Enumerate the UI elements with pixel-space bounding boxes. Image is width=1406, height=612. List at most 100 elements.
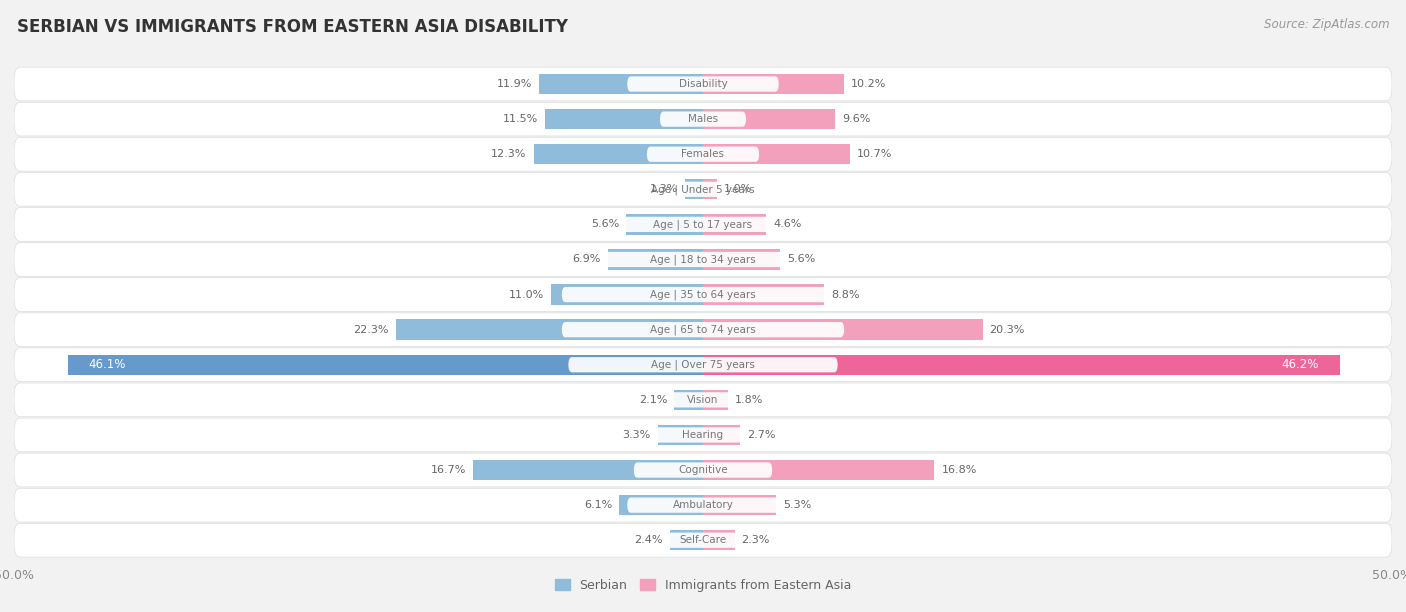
FancyBboxPatch shape [14, 383, 1392, 417]
Text: Age | 35 to 64 years: Age | 35 to 64 years [650, 289, 756, 300]
FancyBboxPatch shape [14, 313, 1392, 346]
FancyBboxPatch shape [14, 102, 1392, 136]
Text: 1.8%: 1.8% [735, 395, 763, 405]
Bar [658, 425, 703, 445]
Text: 6.1%: 6.1% [583, 500, 612, 510]
Bar [685, 179, 703, 200]
Bar [703, 285, 824, 305]
FancyBboxPatch shape [568, 217, 838, 232]
FancyBboxPatch shape [14, 488, 1392, 522]
Text: Age | Under 5 years: Age | Under 5 years [651, 184, 755, 195]
FancyBboxPatch shape [634, 532, 772, 548]
Text: 1.0%: 1.0% [724, 184, 752, 194]
Bar [673, 390, 703, 410]
FancyBboxPatch shape [14, 137, 1392, 171]
Text: Age | 5 to 17 years: Age | 5 to 17 years [654, 219, 752, 230]
Bar [703, 179, 717, 200]
Bar [703, 425, 740, 445]
Text: Age | 18 to 34 years: Age | 18 to 34 years [650, 254, 756, 265]
Bar [703, 354, 1340, 375]
FancyBboxPatch shape [647, 146, 759, 162]
Text: 4.6%: 4.6% [773, 219, 801, 230]
Text: 8.8%: 8.8% [831, 289, 859, 299]
Text: 2.3%: 2.3% [741, 536, 770, 545]
Text: 11.5%: 11.5% [502, 114, 537, 124]
FancyBboxPatch shape [627, 498, 779, 513]
Text: 16.7%: 16.7% [430, 465, 465, 475]
Text: 5.3%: 5.3% [783, 500, 811, 510]
FancyBboxPatch shape [634, 463, 772, 478]
Text: 22.3%: 22.3% [353, 325, 389, 335]
Bar [703, 144, 851, 165]
Bar [703, 460, 935, 480]
Text: 2.7%: 2.7% [747, 430, 776, 440]
Text: 1.3%: 1.3% [650, 184, 678, 194]
Text: 6.9%: 6.9% [572, 255, 600, 264]
Text: Females: Females [682, 149, 724, 159]
Bar [703, 319, 983, 340]
Text: 10.2%: 10.2% [851, 79, 886, 89]
Text: 16.8%: 16.8% [942, 465, 977, 475]
FancyBboxPatch shape [647, 427, 759, 442]
Text: 46.2%: 46.2% [1281, 358, 1319, 371]
Bar [533, 144, 703, 165]
Legend: Serbian, Immigrants from Eastern Asia: Serbian, Immigrants from Eastern Asia [550, 574, 856, 597]
Text: 5.6%: 5.6% [787, 255, 815, 264]
Bar [538, 74, 703, 94]
FancyBboxPatch shape [562, 252, 844, 267]
Bar [551, 285, 703, 305]
FancyBboxPatch shape [654, 392, 752, 408]
Bar [544, 109, 703, 129]
FancyBboxPatch shape [562, 287, 844, 302]
Bar [395, 319, 703, 340]
Text: 5.6%: 5.6% [591, 219, 619, 230]
Text: Source: ZipAtlas.com: Source: ZipAtlas.com [1264, 18, 1389, 31]
Bar [703, 495, 776, 515]
FancyBboxPatch shape [14, 207, 1392, 241]
Text: Ambulatory: Ambulatory [672, 500, 734, 510]
FancyBboxPatch shape [14, 453, 1392, 487]
FancyBboxPatch shape [659, 111, 747, 127]
Bar [703, 249, 780, 270]
FancyBboxPatch shape [14, 348, 1392, 382]
FancyBboxPatch shape [568, 182, 838, 197]
Text: 11.0%: 11.0% [509, 289, 544, 299]
FancyBboxPatch shape [14, 173, 1392, 206]
Text: 11.9%: 11.9% [496, 79, 531, 89]
Text: Males: Males [688, 114, 718, 124]
Text: 3.3%: 3.3% [623, 430, 651, 440]
Text: 2.1%: 2.1% [638, 395, 668, 405]
Bar [703, 214, 766, 234]
FancyBboxPatch shape [568, 357, 838, 372]
Bar [703, 109, 835, 129]
FancyBboxPatch shape [14, 278, 1392, 312]
Bar [703, 530, 735, 550]
Text: Disability: Disability [679, 79, 727, 89]
Bar [703, 390, 728, 410]
Text: Age | 65 to 74 years: Age | 65 to 74 years [650, 324, 756, 335]
FancyBboxPatch shape [627, 76, 779, 92]
FancyBboxPatch shape [14, 523, 1392, 557]
FancyBboxPatch shape [14, 242, 1392, 277]
Text: Hearing: Hearing [682, 430, 724, 440]
Text: Vision: Vision [688, 395, 718, 405]
Bar [619, 495, 703, 515]
Bar [626, 214, 703, 234]
Text: 2.4%: 2.4% [634, 536, 664, 545]
Text: Self-Care: Self-Care [679, 536, 727, 545]
FancyBboxPatch shape [14, 418, 1392, 452]
Text: Age | Over 75 years: Age | Over 75 years [651, 359, 755, 370]
Text: 12.3%: 12.3% [491, 149, 527, 159]
FancyBboxPatch shape [562, 322, 844, 337]
Bar [669, 530, 703, 550]
Text: 10.7%: 10.7% [858, 149, 893, 159]
FancyBboxPatch shape [14, 67, 1392, 101]
Text: Cognitive: Cognitive [678, 465, 728, 475]
Text: 9.6%: 9.6% [842, 114, 870, 124]
Bar [472, 460, 703, 480]
Bar [607, 249, 703, 270]
Bar [703, 74, 844, 94]
Bar [67, 354, 703, 375]
Text: SERBIAN VS IMMIGRANTS FROM EASTERN ASIA DISABILITY: SERBIAN VS IMMIGRANTS FROM EASTERN ASIA … [17, 18, 568, 36]
Text: 20.3%: 20.3% [990, 325, 1025, 335]
